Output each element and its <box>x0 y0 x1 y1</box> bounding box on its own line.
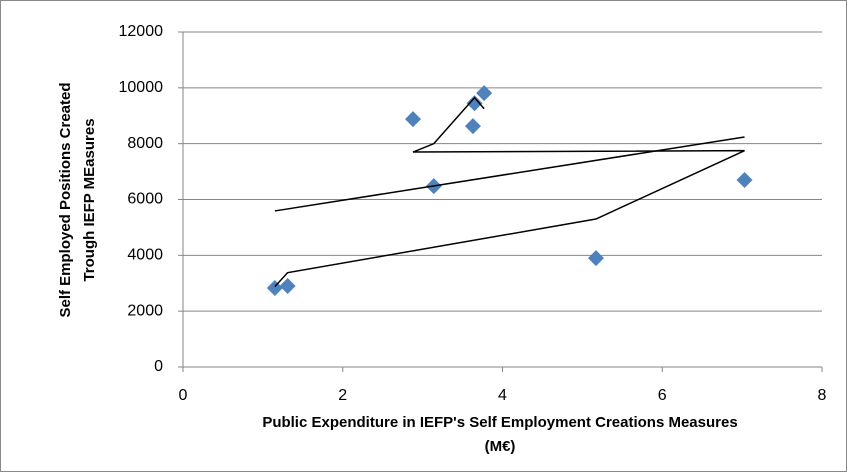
y-axis-title: Self Employed Positions Created <box>57 82 74 317</box>
point <box>279 278 296 295</box>
x-tick-label: 0 <box>179 387 188 404</box>
line <box>274 96 745 288</box>
line <box>274 136 745 212</box>
y-tick-label: 4000 <box>127 247 163 264</box>
point <box>266 279 283 296</box>
x-tick-label: 4 <box>498 387 507 404</box>
y-tick-label: 2000 <box>127 302 163 319</box>
point <box>405 111 422 128</box>
x-tick-label: 8 <box>818 387 827 404</box>
x-axis-title: Public Expenditure in IEFP's Self Employ… <box>262 414 737 431</box>
y-tick-label: 8000 <box>127 135 163 152</box>
y-axis-title: Trough IEFP MEasures <box>81 118 98 281</box>
x-axis-title: (M€) <box>485 438 516 455</box>
point <box>587 250 604 267</box>
y-tick-label: 10000 <box>119 79 164 96</box>
y-tick-label: 0 <box>154 358 163 375</box>
point <box>466 95 483 112</box>
point <box>476 85 493 102</box>
point <box>464 118 481 135</box>
x-tick-label: 6 <box>658 387 667 404</box>
y-tick-label: 6000 <box>127 191 163 208</box>
x-tick-label: 2 <box>338 387 347 404</box>
y-tick-label: 12000 <box>119 23 164 40</box>
point <box>736 171 753 188</box>
